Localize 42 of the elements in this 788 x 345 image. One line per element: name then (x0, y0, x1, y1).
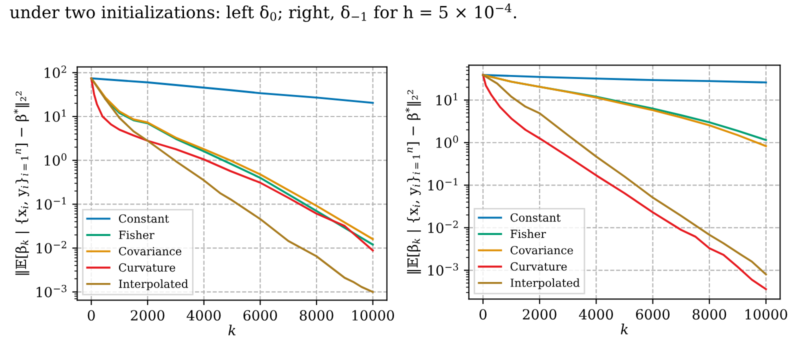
x-tick-label: 8000 (300, 310, 334, 321)
y-tick-label: 10$^{−3}$ (36, 284, 66, 298)
y-tick-label: 10$^{−3}$ (428, 263, 458, 276)
y-tick-label: 10$^{0}$ (436, 136, 458, 148)
y-tick-label: 10$^{2}$ (44, 66, 66, 78)
text: ‖𝔼[β$_{k}$ | {x$_{i}$, y$_{i}$}$_{i=1}$$^{n}$] − β$^{*}$‖₂² (405, 90, 421, 274)
line-series (482, 74, 767, 84)
legend-label: Fisher (510, 229, 546, 238)
x-tick-label: 6000 (243, 310, 277, 321)
x-tick-label: 4000 (186, 310, 221, 321)
x-tick-label: 8000 (692, 309, 726, 320)
legend-label: Curvature (510, 262, 567, 271)
legend-label: Covariance (510, 246, 573, 254)
x-tick-label: 0 (88, 310, 95, 321)
legend-label: Covariance (118, 246, 182, 256)
y-tick-label: 10$^{−2}$ (36, 241, 66, 254)
x-tick-label: 2000 (522, 309, 556, 320)
x-tick-label: 6000 (636, 309, 670, 320)
legend-label: Constant (118, 214, 170, 223)
y-tick-label: 10$^{−1}$ (36, 197, 66, 210)
y-tick-label: 10$^{−1}$ (428, 178, 458, 191)
x-axis-title: k (228, 324, 236, 336)
x-tick-label: 10000 (352, 310, 394, 321)
y-tick-label: 10$^{1}$ (44, 109, 66, 122)
line-series (90, 77, 374, 293)
legend-label: Fisher (118, 230, 154, 240)
x-tick-label: 0 (480, 309, 487, 320)
x-tick-label: 4000 (578, 309, 613, 320)
x-axis-title: k (620, 324, 628, 334)
legend-label: Interpolated (510, 278, 580, 290)
text: ‖𝔼[β$_{k}$ | {x$_{i}$, y$_{i}$}$_{i=1}$$^{n}$] − β$^{*}$‖₂² (14, 91, 30, 275)
legend-label: Constant (510, 213, 561, 222)
text: under two initializations: left δ$_{0}$; right, δ$_{−1}$ for h = 5 × 10$^{−4}$. (10, 3, 516, 22)
y-tick-label: 10$^{0}$ (44, 153, 66, 166)
legend-label: Interpolated (118, 279, 188, 290)
y-tick-label: 10$^{−2}$ (428, 220, 458, 234)
y-tick-label: 10$^{1}$ (436, 92, 458, 106)
line-series (104, 98, 374, 246)
legend-label: Curvature (118, 263, 176, 272)
x-tick-label: 10000 (746, 309, 788, 320)
x-tick-label: 2000 (130, 310, 164, 321)
line-series (90, 77, 374, 104)
